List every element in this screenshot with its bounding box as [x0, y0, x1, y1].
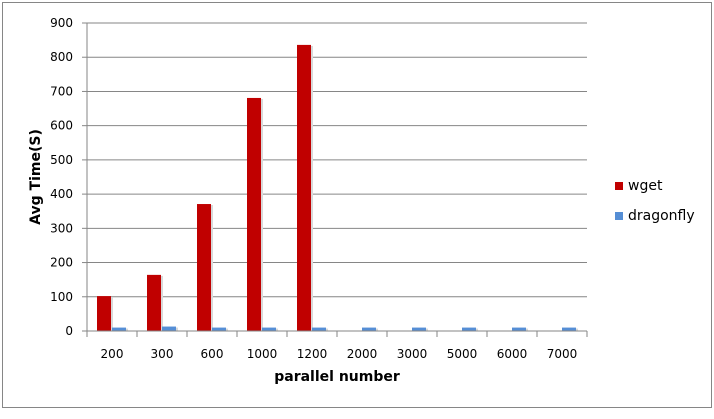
legend-label-wget: wget	[628, 178, 663, 194]
x-tick-label: 600	[201, 347, 224, 361]
y-tick-labels: 0 100 200 300 400 500 600 700 800 900	[50, 16, 73, 338]
y-tick-label: 600	[50, 119, 73, 133]
dragonfly-bar	[262, 327, 276, 331]
x-tick-labels: 200 300 600 1000 1200 2000 3000 5000 6000 7000	[101, 347, 578, 361]
y-tick-label: 700	[50, 84, 73, 98]
dragonfly-bar	[412, 327, 426, 331]
wget-bar	[97, 296, 111, 331]
chart-border	[2, 2, 712, 408]
dragonfly-bar	[512, 327, 526, 331]
legend-swatch-dragonfly	[615, 212, 623, 220]
x-tick-label: 300	[151, 347, 174, 361]
x-tick-label: 1200	[297, 347, 328, 361]
y-tick-label: 900	[50, 16, 73, 30]
dragonfly-bar	[312, 327, 326, 331]
dragonfly-bar	[112, 327, 126, 331]
y-tick-label: 800	[50, 50, 73, 64]
x-tick-label: 5000	[447, 347, 478, 361]
legend-swatch-wget	[615, 182, 623, 190]
x-tick-label: 7000	[547, 347, 578, 361]
dragonfly-bar	[162, 326, 176, 331]
x-tick-label: 3000	[397, 347, 428, 361]
gridlines	[87, 22, 587, 298]
y-tick-label: 200	[50, 256, 73, 270]
dragonfly-bar	[562, 327, 576, 331]
dragonfly-bar	[362, 327, 376, 331]
dragonfly-bar	[462, 327, 476, 331]
dragonfly-bar	[212, 327, 226, 331]
y-tick-label: 500	[50, 153, 73, 167]
y-tick-label: 400	[50, 187, 73, 201]
legend: wget dragonfly	[615, 178, 695, 224]
bars	[97, 44, 578, 332]
wget-bar	[147, 274, 161, 331]
y-tick-label: 300	[50, 221, 73, 235]
x-tick-label: 1000	[247, 347, 278, 361]
x-tick-label: 2000	[347, 347, 378, 361]
y-tick-label: 0	[65, 324, 73, 338]
y-tick-label: 100	[50, 290, 73, 304]
y-axis-label: Avg Time(S)	[28, 129, 44, 225]
legend-label-dragonfly: dragonfly	[628, 208, 695, 224]
axes	[82, 22, 588, 337]
wget-bar	[297, 44, 311, 331]
wget-bar	[197, 204, 211, 331]
x-axis-label: parallel number	[274, 369, 400, 385]
x-tick-label: 6000	[497, 347, 528, 361]
x-tick-label: 200	[101, 347, 124, 361]
wget-bar	[247, 97, 261, 332]
